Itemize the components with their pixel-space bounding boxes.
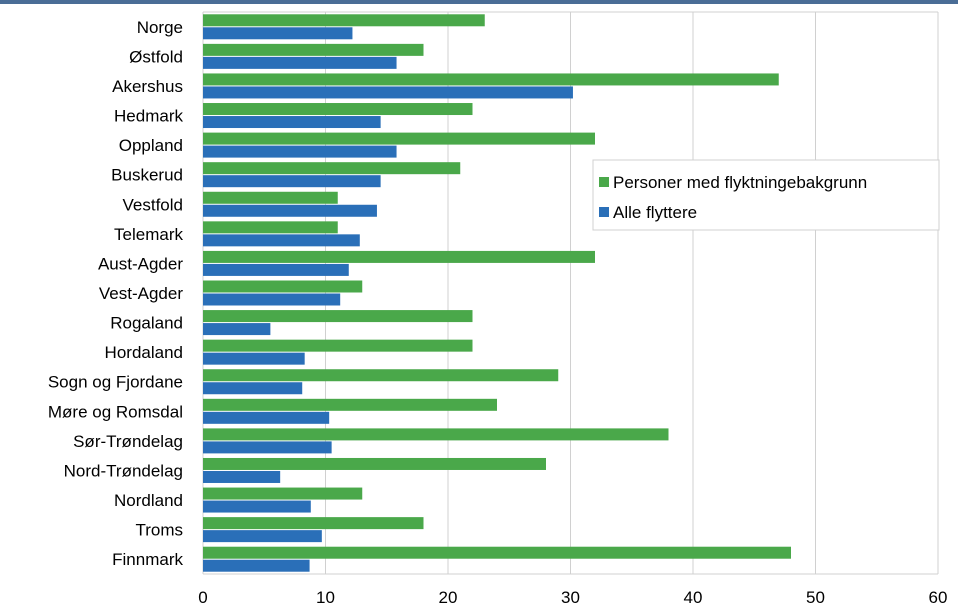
x-tick-label: 40: [684, 588, 703, 607]
legend: Personer med flyktningebakgrunn Alle fly…: [592, 159, 940, 231]
bar-flyktningebakgrunn: [203, 162, 461, 175]
bar-alle-flyttere: [203, 175, 381, 188]
bar-flyktningebakgrunn: [203, 73, 779, 86]
category-label: Akershus: [112, 77, 183, 96]
bar-flyktningebakgrunn: [203, 191, 338, 204]
bar-flyktningebakgrunn: [203, 221, 338, 234]
bar-alle-flyttere: [203, 352, 305, 365]
bar-flyktningebakgrunn: [203, 398, 497, 411]
bar-alle-flyttere: [203, 86, 573, 99]
x-tick-label: 50: [806, 588, 825, 607]
bar-alle-flyttere: [203, 500, 311, 513]
legend-swatch-blue: [599, 207, 609, 217]
bar-flyktningebakgrunn: [203, 457, 546, 470]
category-label: Aust-Agder: [98, 254, 183, 273]
category-label: Nord-Trøndelag: [64, 461, 183, 480]
bar-flyktningebakgrunn: [203, 517, 424, 530]
legend-box: [592, 159, 940, 231]
bar-flyktningebakgrunn: [203, 369, 559, 382]
category-label: Møre og Romsdal: [48, 402, 183, 421]
category-label: Vest-Agder: [99, 284, 183, 303]
x-tick-label: 10: [316, 588, 335, 607]
bars: [203, 14, 791, 572]
category-label: Rogaland: [110, 314, 183, 333]
category-label: Norge: [137, 18, 183, 37]
bar-flyktningebakgrunn: [203, 103, 473, 116]
category-label: Sogn og Fjordane: [48, 373, 183, 392]
bar-flyktningebakgrunn: [203, 487, 363, 500]
x-tick-label: 20: [439, 588, 458, 607]
top-rule: [0, 0, 958, 4]
category-label: Telemark: [114, 225, 183, 244]
bar-alle-flyttere: [203, 263, 349, 276]
x-tick-label: 60: [929, 588, 948, 607]
legend-swatch-green: [599, 177, 609, 187]
category-label: Troms: [135, 521, 183, 540]
bar-alle-flyttere: [203, 530, 322, 543]
bar-alle-flyttere: [203, 204, 377, 217]
bar-alle-flyttere: [203, 145, 397, 158]
bar-alle-flyttere: [203, 323, 271, 336]
bar-flyktningebakgrunn: [203, 339, 473, 352]
bar-flyktningebakgrunn: [203, 428, 669, 441]
bar-alle-flyttere: [203, 382, 303, 395]
category-label: Buskerud: [111, 166, 183, 185]
bar-alle-flyttere: [203, 234, 360, 247]
bar-alle-flyttere: [203, 441, 332, 454]
category-labels: Norge Østfold Akershus Hedmark Oppland Busker…: [48, 18, 184, 569]
x-tick-label: 30: [561, 588, 580, 607]
bar-alle-flyttere: [203, 56, 397, 69]
bar-flyktningebakgrunn: [203, 132, 595, 145]
category-label: Sør-Trøndelag: [73, 432, 183, 451]
category-label: Nordland: [114, 491, 183, 510]
category-label: Hordaland: [105, 343, 183, 362]
bar-flyktningebakgrunn: [203, 280, 363, 293]
category-label: Vestfold: [123, 195, 184, 214]
x-axis-ticks: 0 10 20 30 40 50 60: [198, 588, 947, 607]
bar-flyktningebakgrunn: [203, 14, 485, 27]
bar-alle-flyttere: [203, 470, 281, 483]
bar-alle-flyttere: [203, 559, 310, 572]
bar-flyktningebakgrunn: [203, 310, 473, 323]
category-label: Oppland: [119, 136, 183, 155]
bar-alle-flyttere: [203, 293, 341, 306]
bar-flyktningebakgrunn: [203, 43, 424, 56]
bar-alle-flyttere: [203, 27, 353, 40]
bar-alle-flyttere: [203, 411, 330, 424]
legend-label-blue: Alle flyttere: [613, 203, 697, 222]
legend-label-green: Personer med flyktningebakgrunn: [613, 173, 867, 192]
bar-flyktningebakgrunn: [203, 250, 595, 263]
category-label: Østfold: [129, 47, 183, 66]
x-tick-label: 0: [198, 588, 207, 607]
category-label: Hedmark: [114, 107, 183, 126]
bar-alle-flyttere: [203, 116, 381, 129]
bar-flyktningebakgrunn: [203, 546, 791, 559]
category-label: Finnmark: [112, 550, 183, 569]
